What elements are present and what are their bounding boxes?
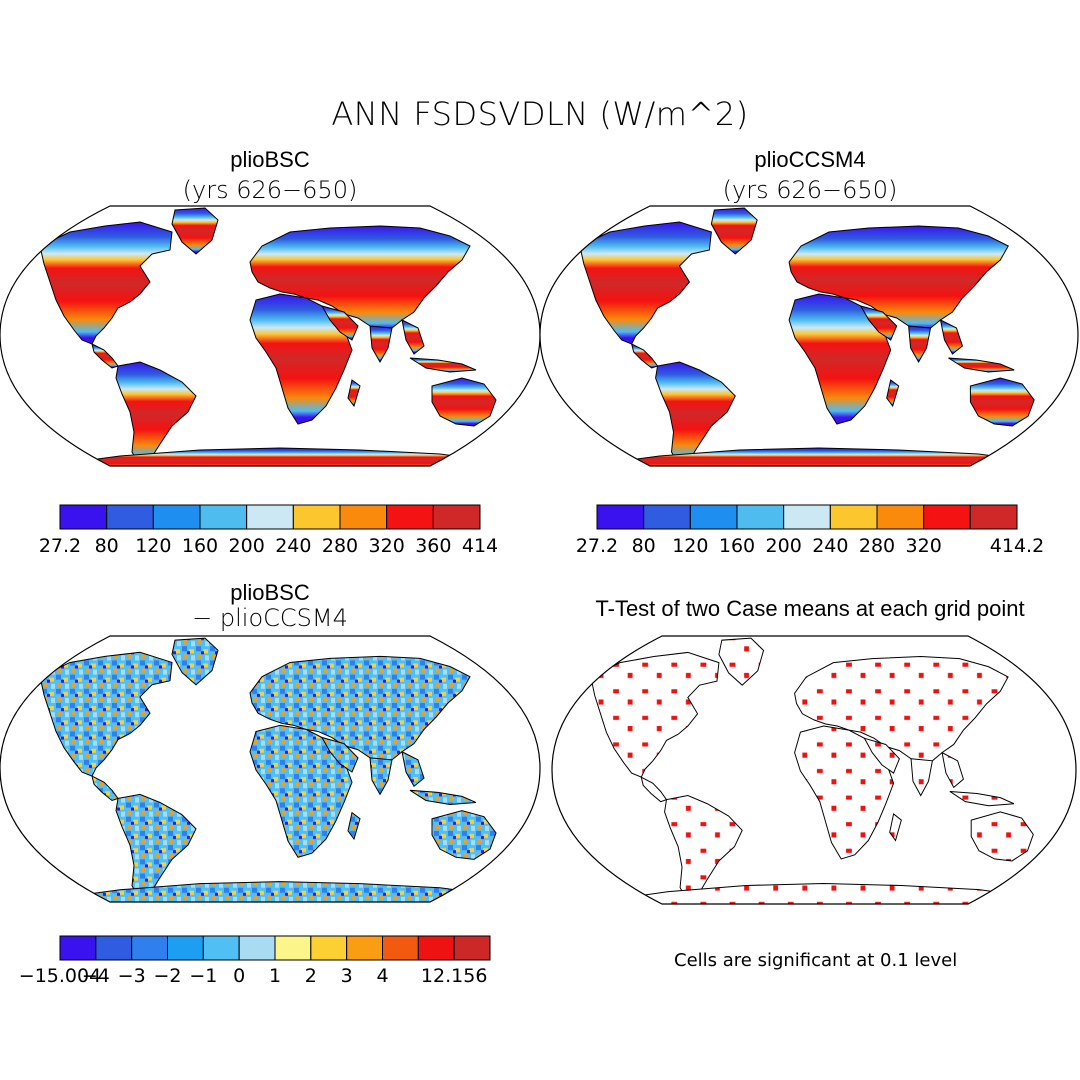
- colorbar-tick-label: 200: [766, 535, 802, 557]
- colorbar-swatch: [923, 504, 971, 530]
- colorbar-swatch: [274, 935, 312, 961]
- colorbar-swatch: [339, 504, 388, 530]
- figure-title: ANN FSDSVDLN (W/m^2): [331, 95, 749, 133]
- colorbar-tick-label: 160: [719, 535, 755, 557]
- colorbar-swatch: [736, 504, 785, 530]
- colorbar-swatch: [292, 504, 341, 530]
- colorbar-swatch: [131, 935, 169, 961]
- panel-subtitle-top-left: (yrs 626−650): [182, 176, 358, 204]
- colorbar-swatch: [346, 935, 383, 961]
- colorbar-tick-label: −3: [118, 965, 146, 987]
- colorbar-tick-label: −15.004: [19, 965, 101, 987]
- colorbar-tick-label: 1: [269, 965, 281, 987]
- map-top-left: [0, 205, 541, 467]
- colorbar-swatch: [783, 504, 831, 530]
- colorbar-swatch: [432, 504, 481, 530]
- colorbar-swatch: [246, 504, 294, 530]
- colorbar-swatch: [310, 935, 348, 961]
- colorbar-swatch: [689, 504, 738, 530]
- colorbar-tick-label: 414.2: [990, 535, 1044, 557]
- colorbar-swatch: [386, 504, 434, 530]
- colorbar-tick-label: −2: [153, 965, 181, 987]
- colorbar-top-right: 27.2 80 120 160 200 240 280 320 414.2: [576, 504, 1044, 557]
- colorbar-swatch: [199, 504, 248, 530]
- panel-subtitle-bottom-left: − plioCCSM4: [192, 604, 348, 632]
- colorbar-tick-label: 280: [322, 535, 358, 557]
- colorbar-tick-label: 320: [906, 535, 942, 557]
- colorbar-tick-label: 120: [672, 535, 708, 557]
- colorbar-swatch: [202, 935, 240, 961]
- colorbar-tick-label: −4: [82, 965, 110, 987]
- colorbar-swatch: [969, 504, 1018, 530]
- colorbar-swatch: [106, 504, 154, 530]
- colorbar-tick-label: 360: [415, 535, 451, 557]
- colorbar-swatch: [59, 935, 97, 961]
- colorbar-tick-label: 80: [632, 535, 656, 557]
- colorbar-swatch: [167, 935, 204, 961]
- colorbar-bottom-left: −15.004−4 −3 −2 −1 0 1 2 3 4 12.156: [19, 935, 491, 987]
- colorbar-swatch: [453, 935, 491, 961]
- colorbar-swatch: [152, 504, 201, 530]
- panel-title-top-right: plioCCSM4: [754, 147, 866, 172]
- colorbar-swatch: [596, 504, 645, 530]
- panel-subtitle-top-right: (yrs 626−650): [722, 176, 898, 204]
- significance-note: Cells are significant at 0.1 level: [674, 950, 958, 971]
- panel-title-bottom-right: T-Test of two Case means at each grid po…: [595, 596, 1025, 621]
- colorbar-tick-label: 240: [275, 535, 311, 557]
- colorbar-tick-label: 4: [376, 965, 388, 987]
- colorbar-tick-label: 0: [233, 965, 245, 987]
- colorbar-swatch: [643, 504, 691, 530]
- colorbar-tick-label: 160: [182, 535, 218, 557]
- colorbar-tick-label: 12.156: [421, 965, 487, 987]
- colorbar-tick-label: 240: [812, 535, 848, 557]
- colorbar-top-left: 27.2 80 120 160 200 240 280 320 360 414: [39, 504, 498, 557]
- colorbar-tick-label: 414: [462, 535, 498, 557]
- map-bottom-right: [551, 635, 1077, 905]
- panel-title-bottom-left: plioBSC: [230, 580, 310, 605]
- colorbar-swatch: [829, 504, 878, 530]
- colorbar-swatch: [876, 504, 925, 530]
- colorbar-swatch: [59, 504, 108, 530]
- colorbar-tick-label: 80: [95, 535, 119, 557]
- colorbar-tick-label: 200: [229, 535, 265, 557]
- colorbar-swatch: [417, 935, 455, 961]
- colorbar-swatch: [382, 935, 419, 961]
- colorbar-tick-label: 3: [341, 965, 353, 987]
- colorbar-swatch: [95, 935, 133, 961]
- map-top-right: [539, 205, 1079, 467]
- map-bottom-left: [0, 635, 541, 903]
- colorbar-tick-label: 27.2: [576, 535, 618, 557]
- colorbar-tick-label: −1: [189, 965, 217, 987]
- colorbar-tick-label: 120: [135, 535, 171, 557]
- panel-title-top-left: plioBSC: [230, 147, 310, 172]
- colorbar-tick-label: 280: [859, 535, 895, 557]
- colorbar-swatch: [238, 935, 276, 961]
- colorbar-tick-label: 320: [369, 535, 405, 557]
- colorbar-tick-label: 2: [305, 965, 317, 987]
- colorbar-tick-label: 27.2: [39, 535, 81, 557]
